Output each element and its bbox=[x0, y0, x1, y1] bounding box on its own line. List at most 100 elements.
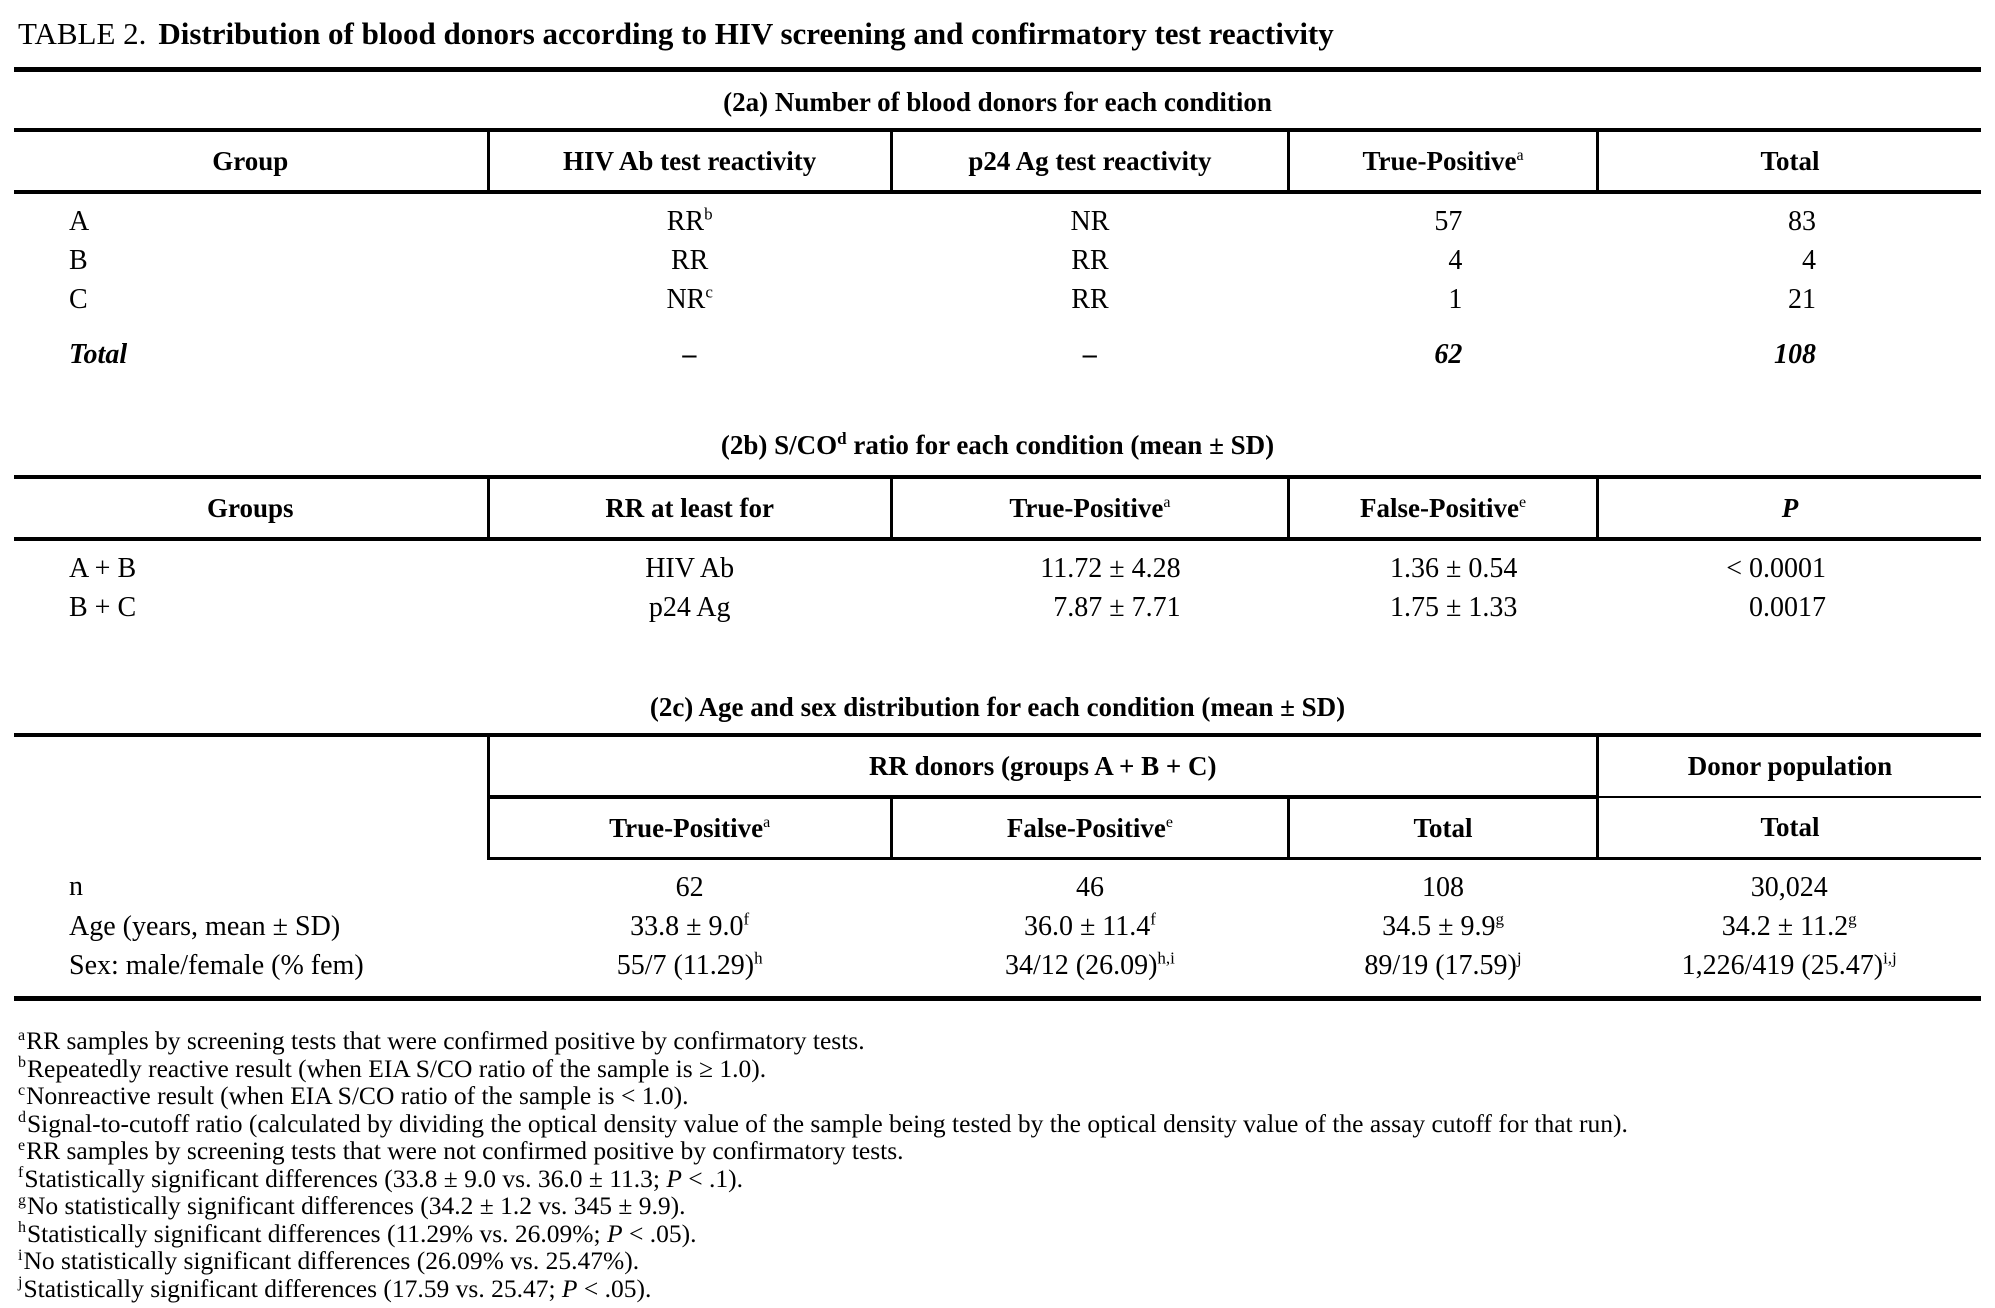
stub-header-cell bbox=[14, 733, 490, 859]
col-header-rr-total: Total bbox=[1287, 797, 1598, 860]
cell-text: 36.0 ± 11.4 bbox=[1023, 911, 1151, 942]
footnote-text: < .05). bbox=[577, 1273, 652, 1303]
footnote-text: No statistically significant differences… bbox=[27, 1191, 686, 1220]
false-positive-cell: 1.75 ± 1.33 bbox=[1390, 592, 1518, 623]
table-2c: RR donors (groups A + B + C) Donor popul… bbox=[14, 733, 1981, 1001]
table-2b-header-row: Groups RR at least for True-Positivea Fa… bbox=[14, 475, 1981, 541]
footnote-e: eRR samples by screening tests that were… bbox=[18, 1137, 1977, 1165]
footnote-text: Repeatedly reactive result (when EIA S/C… bbox=[27, 1053, 767, 1083]
footnote-marker: d bbox=[837, 429, 847, 448]
group-cell: A bbox=[69, 206, 90, 237]
hiv-ab-cell: NRc bbox=[488, 280, 891, 319]
footnote-letter: h bbox=[18, 1219, 26, 1236]
title-rule bbox=[14, 67, 1981, 72]
footnote-marker: f bbox=[1150, 909, 1156, 929]
hiv-ab-dash-cell: – bbox=[682, 339, 697, 370]
total-cell: 21 bbox=[1788, 284, 1816, 315]
footnote-letter: e bbox=[18, 1136, 26, 1154]
p-value-cell: < 0.0001 bbox=[1726, 553, 1826, 584]
p24-cell: RR bbox=[1071, 284, 1109, 315]
table-2b-heading: (2b) S/COd ratio for each condition (mea… bbox=[14, 430, 1981, 461]
value-cell: 62 bbox=[488, 859, 891, 908]
true-positive-cell: 4 bbox=[1448, 245, 1463, 276]
value-cell: 46 bbox=[891, 859, 1288, 908]
col-header-text: True-Positive bbox=[1362, 145, 1517, 176]
value-cell: 89/19 (17.59)j bbox=[1289, 946, 1598, 999]
footnote-marker: c bbox=[705, 282, 713, 302]
footnote-marker: b bbox=[704, 204, 713, 224]
col-header-text: False-Positive bbox=[1359, 492, 1519, 523]
table-number-label: TABLE 2. bbox=[18, 16, 147, 51]
footnote-text: Nonreactive result (when EIA S/CO ratio … bbox=[26, 1081, 689, 1110]
p24-cell: NR bbox=[1070, 206, 1110, 237]
col-header-true-positive: True-Positivea bbox=[1287, 128, 1598, 194]
page-title: TABLE 2. Distribution of blood donors acc… bbox=[14, 10, 1981, 52]
row-label-age: Age (years, mean ± SD) bbox=[69, 911, 341, 942]
cell-text: 62 bbox=[675, 872, 704, 903]
row-label-n: n bbox=[69, 871, 83, 903]
true-positive-cell: 11.72 ± 4.28 bbox=[1040, 553, 1181, 584]
footnote-p-symbol: P bbox=[666, 1163, 682, 1193]
table-row: B + C p24 Ag 7.87 ± 7.71 1.75 ± 1.33 0.0… bbox=[14, 588, 1981, 638]
span-header-rr-donors: RR donors (groups A + B + C) bbox=[488, 733, 1599, 799]
col-header-text: True-Positive bbox=[1009, 492, 1164, 523]
footnote-h: hStatistically significant differences (… bbox=[18, 1219, 1977, 1248]
footnote-p-symbol: P bbox=[561, 1273, 578, 1303]
table-row: Sex: male/female (% fem) 55/7 (11.29)h 3… bbox=[14, 946, 1981, 999]
footnote-marker: g bbox=[1848, 909, 1857, 929]
value-cell: 55/7 (11.29)h bbox=[488, 946, 891, 999]
value-cell: 34.5 ± 9.9g bbox=[1289, 907, 1598, 946]
cell-text: 30,024 bbox=[1750, 872, 1828, 903]
p-value-cell: 0.0017 bbox=[1749, 592, 1826, 623]
table-row: C NRc RR 1 21 bbox=[14, 280, 1981, 319]
col-header-total: Total bbox=[1595, 128, 1981, 194]
col-header-p-value: P bbox=[1595, 475, 1981, 541]
true-positive-cell: 1 bbox=[1448, 284, 1463, 315]
col-header-false-positive: False-Positivee bbox=[889, 797, 1289, 860]
row-label-sex: Sex: male/female (% fem) bbox=[69, 950, 364, 981]
footnote-marker: f bbox=[743, 909, 750, 929]
total-label-cell: Total bbox=[69, 339, 128, 370]
table-2c-heading: (2c) Age and sex distribution for each c… bbox=[649, 692, 1346, 722]
footnote-marker: i,j bbox=[1883, 948, 1897, 968]
footnote-i: iNo statistically significant difference… bbox=[18, 1247, 1977, 1275]
col-header-text: True-Positive bbox=[609, 812, 764, 843]
p24-dash-cell: – bbox=[1082, 339, 1097, 370]
footnote-letter: b bbox=[18, 1054, 26, 1071]
table-2a-header-row: Group HIV Ab test reactivity p24 Ag test… bbox=[14, 128, 1981, 194]
table-title-text: Distribution of blood donors according t… bbox=[158, 16, 1334, 51]
footnote-letter: c bbox=[18, 1081, 26, 1099]
table-row: n 62 46 108 30,024 bbox=[14, 859, 1981, 908]
footnote-a: aRR samples by screening tests that were… bbox=[18, 1027, 1977, 1055]
footnote-letter: j bbox=[18, 1274, 23, 1291]
col-header-false-positive: False-Positivee bbox=[1287, 475, 1598, 541]
footnote-text: < .1). bbox=[681, 1163, 744, 1193]
value-cell: 33.8 ± 9.0f bbox=[488, 907, 891, 946]
footnote-text: RR samples by screening tests that were … bbox=[26, 1026, 865, 1055]
table-row: A RRb NR 57 83 bbox=[14, 192, 1981, 241]
col-header-p24-ag: p24 Ag test reactivity bbox=[889, 128, 1289, 194]
cell-text: 34/12 (26.09) bbox=[1004, 950, 1158, 981]
col-header-true-positive: True-Positivea bbox=[488, 797, 892, 860]
footnote-letter: g bbox=[18, 1191, 26, 1209]
total-cell: 83 bbox=[1788, 206, 1816, 237]
table-row: A + B HIV Ab 11.72 ± 4.28 1.36 ± 0.54 < … bbox=[14, 539, 1981, 588]
cell-text: 46 bbox=[1075, 872, 1104, 903]
cell-text: 1,226/419 (25.47) bbox=[1681, 950, 1884, 981]
total-row: Total – – 62 108 bbox=[14, 319, 1981, 374]
cell-text: 89/19 (17.59) bbox=[1364, 950, 1517, 981]
footnote-marker: a bbox=[763, 813, 771, 831]
footnote-marker: h,i bbox=[1157, 948, 1175, 968]
table-2a-heading: (2a) Number of blood donors for each con… bbox=[723, 87, 1272, 117]
footnote-marker: e bbox=[1165, 813, 1173, 831]
footnote-c: cNonreactive result (when EIA S/CO ratio… bbox=[18, 1082, 1977, 1110]
p24-cell: RR bbox=[1071, 245, 1109, 276]
footnote-marker: g bbox=[1495, 909, 1504, 929]
table-row: B RR RR 4 4 bbox=[14, 241, 1981, 280]
col-header-group: Group bbox=[14, 128, 489, 194]
footnote-marker: h bbox=[754, 948, 763, 968]
cell-text: NR bbox=[666, 284, 706, 315]
col-header-groups: Groups bbox=[14, 475, 489, 541]
footnote-marker: a bbox=[1516, 146, 1524, 164]
